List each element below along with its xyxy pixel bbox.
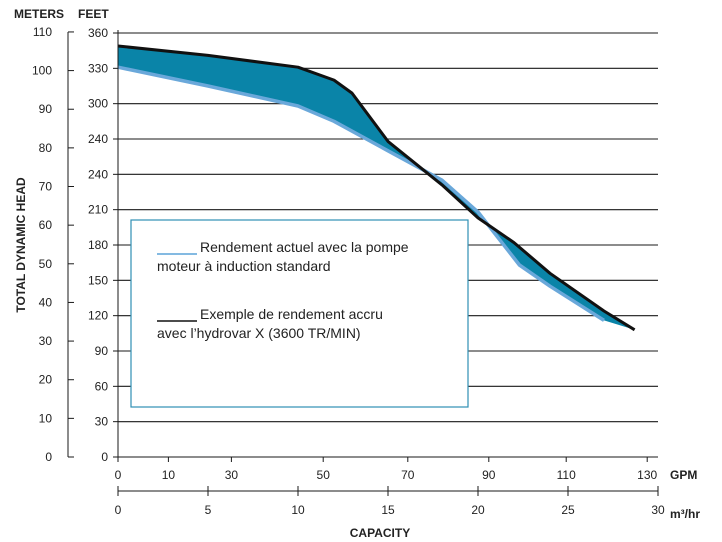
efficiency-gain-area — [118, 46, 635, 330]
series-standard-line — [117, 65, 605, 322]
feet-tick-label: 360 — [88, 26, 108, 40]
meters-tick-label: 0 — [45, 450, 52, 464]
legend-label-hydrovar-line1: Exemple de rendement accru — [200, 306, 383, 322]
feet-tick-label: 90 — [95, 344, 109, 358]
feet-tick-label: 120 — [88, 309, 108, 323]
gpm-tick-label: 50 — [317, 468, 331, 482]
m3-tick-label: 0 — [115, 503, 122, 517]
m3-tick-label: 20 — [471, 503, 485, 517]
legend-label-hydrovar-line2: avec l’hydrovar X (3600 TR/MIN) — [157, 325, 361, 341]
legend-box — [130, 219, 469, 408]
feet-tick-label: 0 — [101, 450, 108, 464]
gpm-tick-label: 10 — [162, 468, 176, 482]
feet-tick-label: 210 — [88, 203, 108, 217]
feet-tick-label: 30 — [95, 415, 109, 429]
feet-axis-title: FEET — [78, 7, 109, 21]
gpm-unit-label: GPM — [670, 468, 697, 482]
meters-tick-label: 10 — [39, 411, 53, 425]
series-hydrovar-line — [117, 44, 636, 332]
legend-label-standard-line2: moteur à induction standard — [157, 258, 331, 274]
x-axis-title: CAPACITY — [350, 526, 410, 540]
axes: 3603303002402402101801501209060300110100… — [32, 25, 665, 517]
meters-axis-title: METERS — [14, 7, 64, 21]
gpm-tick-label: 110 — [557, 468, 576, 482]
meters-tick-label: 60 — [39, 218, 53, 232]
feet-tick-label: 60 — [95, 379, 109, 393]
m3-tick-label: 5 — [205, 503, 212, 517]
m3-tick-label: 10 — [291, 503, 305, 517]
meters-tick-label: 70 — [39, 180, 53, 194]
m3-tick-label: 25 — [561, 503, 575, 517]
efficiency-gain-fill — [118, 46, 635, 330]
meters-tick-label: 100 — [32, 64, 52, 78]
legend-label-standard-line1: Rendement actuel avec la pompe — [200, 239, 409, 255]
feet-tick-label: 180 — [88, 238, 108, 252]
meters-tick-label: 30 — [39, 334, 53, 348]
m3-tick-label: 30 — [651, 503, 665, 517]
gpm-tick-label: 130 — [637, 468, 657, 482]
feet-tick-label: 300 — [88, 97, 108, 111]
m3-unit-label: m³/hr — [670, 507, 700, 521]
gpm-tick-label: 90 — [482, 468, 496, 482]
y-axis-title: TOTAL DYNAMIC HEAD — [14, 177, 28, 313]
meters-tick-label: 90 — [39, 102, 53, 116]
meters-tick-label: 50 — [39, 257, 53, 271]
feet-tick-label: 240 — [88, 167, 108, 181]
meters-tick-label: 110 — [33, 25, 52, 39]
m3-tick-label: 15 — [381, 503, 395, 517]
legend: Rendement actuel avec la pompe moteur à … — [130, 219, 469, 408]
gpm-tick-label: 0 — [115, 468, 122, 482]
feet-tick-label: 330 — [88, 61, 108, 75]
performance-curves — [117, 44, 636, 332]
meters-tick-label: 40 — [39, 295, 53, 309]
meters-tick-label: 20 — [39, 373, 53, 387]
feet-tick-label: 240 — [88, 132, 108, 146]
gpm-tick-label: 70 — [401, 468, 415, 482]
gpm-tick-label: 30 — [225, 468, 239, 482]
feet-tick-label: 150 — [88, 273, 108, 287]
meters-tick-label: 80 — [39, 141, 53, 155]
